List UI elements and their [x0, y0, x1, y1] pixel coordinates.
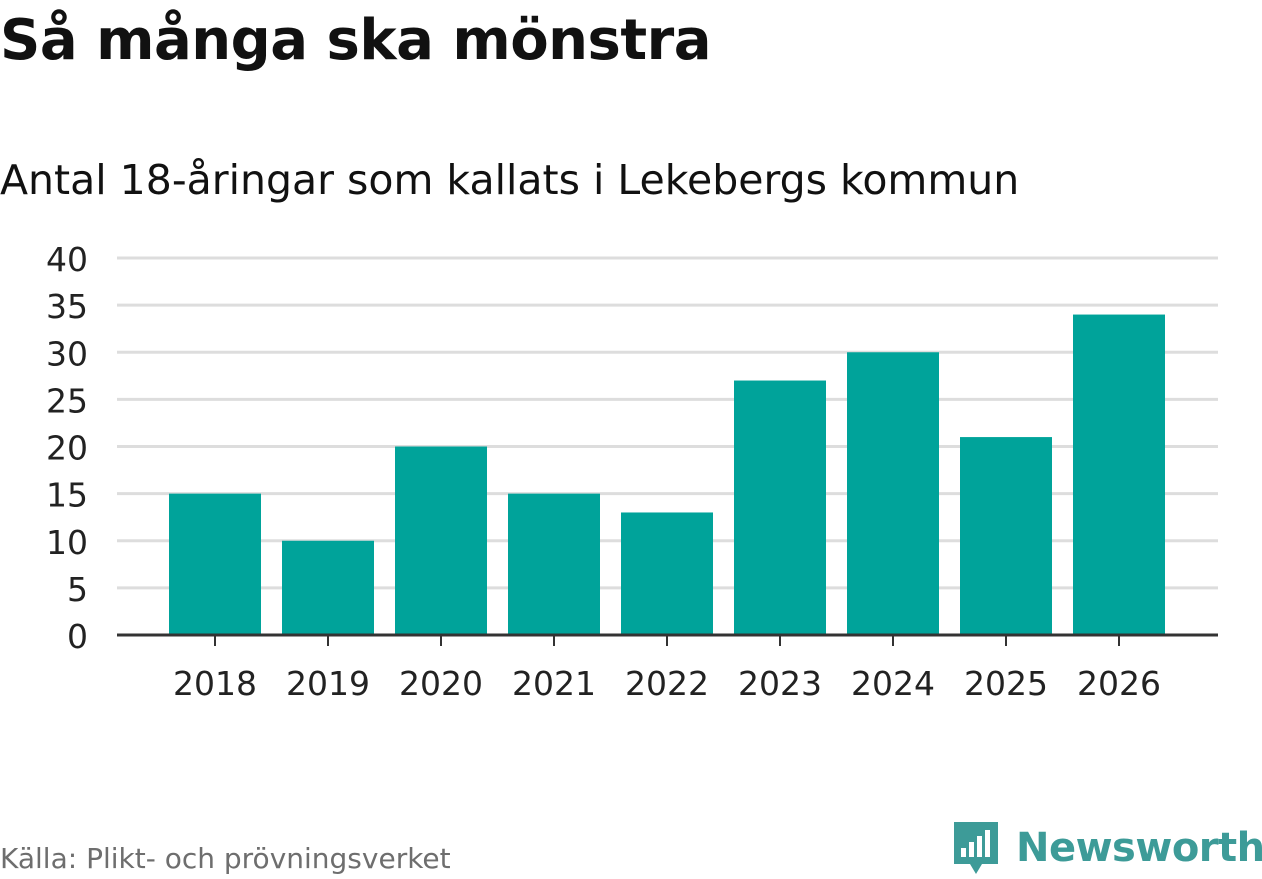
- x-axis-labels: 2018 2019 2020 2021 2022 2023 2024 2025 2026: [173, 664, 1161, 703]
- x-tick-label: 2021: [512, 664, 596, 703]
- source-note: Källa: Plikt- och prövningsverket: [0, 842, 451, 875]
- bars: [169, 314, 1165, 635]
- chart-title: Så många ska mönstra: [0, 8, 712, 73]
- bar-2026: [1073, 314, 1165, 635]
- x-tick-label: 2020: [399, 664, 483, 703]
- y-tick-label: 40: [46, 240, 88, 279]
- x-tick-label: 2024: [851, 664, 935, 703]
- brand-logo: Newsworthy: [950, 818, 1262, 878]
- bar-2025: [960, 437, 1052, 635]
- y-tick-label: 30: [46, 334, 88, 373]
- bar-2018: [169, 493, 261, 635]
- brand-name: Newsworthy: [1016, 825, 1262, 871]
- bar-2022: [621, 512, 713, 635]
- y-tick-label: 5: [67, 570, 88, 609]
- y-tick-label: 20: [46, 429, 88, 468]
- x-axis: [117, 633, 1218, 646]
- chart-subtitle: Antal 18-åringar som kallats i Lekebergs…: [0, 156, 1020, 204]
- bar-2021: [508, 493, 600, 635]
- x-tick-label: 2023: [738, 664, 822, 703]
- bar-2020: [395, 446, 487, 635]
- x-tick-label: 2025: [964, 664, 1048, 703]
- newsworthy-logo-icon: [954, 822, 998, 874]
- y-tick-label: 0: [67, 617, 88, 656]
- y-tick-label: 25: [46, 381, 88, 420]
- y-tick-label: 35: [46, 287, 88, 326]
- x-tick-label: 2019: [286, 664, 370, 703]
- x-tick-label: 2026: [1077, 664, 1161, 703]
- bar-2023: [734, 380, 826, 635]
- x-tick-label: 2022: [625, 664, 709, 703]
- y-tick-label: 15: [46, 476, 88, 515]
- x-tick-label: 2018: [173, 664, 257, 703]
- y-axis-labels: 0 5 10 15 20 25 30 35 40: [46, 240, 88, 656]
- bar-2019: [282, 540, 374, 635]
- y-tick-label: 10: [46, 523, 88, 562]
- bar-2024: [847, 352, 939, 635]
